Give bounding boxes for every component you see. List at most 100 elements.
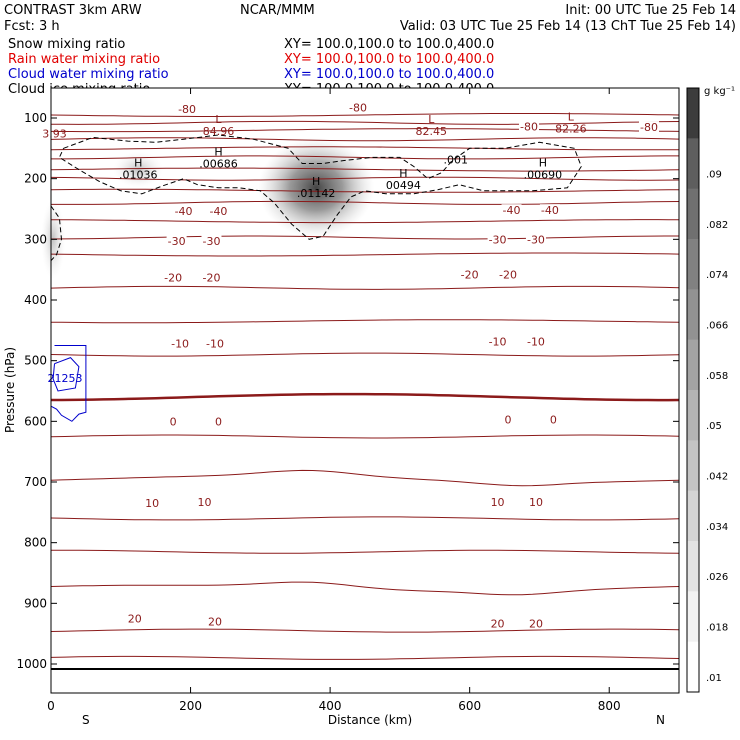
contour-label-bg xyxy=(194,496,215,509)
x-tick-label: 600 xyxy=(458,699,481,713)
contour-label-bg xyxy=(163,271,184,284)
colorbar-unit: g kg⁻¹ xyxy=(704,86,735,97)
contour-label: -10 xyxy=(171,338,189,351)
contour-label: -30 xyxy=(168,235,186,248)
contour-label: 0 xyxy=(215,415,222,428)
contour-label: -80 xyxy=(349,102,367,115)
contour-label-bg xyxy=(501,204,522,217)
colorbar-tick-label: .026 xyxy=(706,572,728,583)
contour-label-bg xyxy=(201,235,222,248)
contour-label: 20 xyxy=(128,613,142,626)
colorbar-tick-label: .034 xyxy=(706,522,728,533)
temperature-contour xyxy=(50,176,680,181)
contour-label-bg xyxy=(204,615,225,628)
extremum-marker: L xyxy=(428,113,435,126)
contour-label: -40 xyxy=(175,205,193,218)
contour-label-bg xyxy=(638,121,659,134)
contour-label: -30 xyxy=(203,235,221,248)
contour-label-bg xyxy=(498,268,519,281)
y-tick-label: 300 xyxy=(24,232,47,246)
cloud-ice-contour xyxy=(50,205,63,261)
colorbar-bin xyxy=(687,490,699,542)
contour-label: -40 xyxy=(503,204,521,217)
colorbar-bin xyxy=(687,88,699,139)
contour-label: -10 xyxy=(206,338,224,351)
colorbar-tick-label: .05 xyxy=(706,421,722,432)
axis-end-right: N xyxy=(656,713,665,727)
temperature-contour xyxy=(50,285,680,290)
contour-label-bg xyxy=(459,268,480,281)
extremum-marker: H xyxy=(134,157,142,170)
extremum-value: 84.96 xyxy=(203,125,235,138)
extremum-marker: L xyxy=(568,110,575,123)
field-name: Snow mixing ratio xyxy=(8,37,125,52)
contour-label-bg xyxy=(525,233,546,246)
extremum-marker: H xyxy=(399,167,407,180)
contour-label: 0 xyxy=(170,415,177,428)
colorbar-bin xyxy=(687,239,699,290)
contour-label: -80 xyxy=(520,120,538,133)
temperature-contour xyxy=(50,120,680,125)
axis-end-left: S xyxy=(82,713,90,727)
contour-label-bg xyxy=(163,415,184,428)
y-tick-label: 200 xyxy=(24,172,47,186)
chart-header: CONTRAST 3km ARW NCAR/MMM Init: 00 UTC T… xyxy=(4,3,736,97)
temperature-contour xyxy=(50,128,680,133)
temperature-contour xyxy=(50,434,680,439)
x-axis-label: Distance (km) xyxy=(328,713,412,727)
temperature-contour xyxy=(50,352,680,357)
contour-label: -10 xyxy=(527,335,545,348)
y-tick-label: 900 xyxy=(24,596,47,610)
y-axis-label: Pressure (hPa) xyxy=(3,347,17,433)
temperature-contour xyxy=(50,655,680,660)
contour-label-bg xyxy=(173,204,194,217)
contour-label-bg xyxy=(487,233,508,246)
title-right: Init: 00 UTC Tue 25 Feb 14 xyxy=(565,3,736,18)
contour-label: 20 xyxy=(491,617,505,630)
extremum-value: .001 xyxy=(443,153,468,166)
contour-label-bg xyxy=(124,612,145,625)
colorbar-bin xyxy=(687,641,699,693)
contour-label-bg xyxy=(543,413,564,426)
contour-label: 0 xyxy=(505,414,512,427)
contour-label: 10 xyxy=(145,497,159,510)
temperature-contour xyxy=(50,188,680,193)
contour-label: 10 xyxy=(198,496,212,509)
contour-label-bg xyxy=(498,413,519,426)
extremum-value: 21253 xyxy=(47,372,82,385)
valid-label: Valid: 03 UTC Tue 25 Feb 14 (13 ChT Tue … xyxy=(400,19,736,34)
temperature-contour xyxy=(51,392,680,402)
contour-label-bg xyxy=(487,335,508,348)
colorbar-tick-label: .01 xyxy=(706,673,722,684)
contour-label: -40 xyxy=(209,205,227,218)
y-tick-label: 800 xyxy=(24,536,47,550)
contour-label: 0 xyxy=(550,414,557,427)
contour-label: 10 xyxy=(529,496,543,509)
field-xy: XY= 100.0,100.0 to 100.0,400.0 xyxy=(284,37,494,52)
extremum-marker: H xyxy=(312,175,320,188)
temperature-contour xyxy=(50,113,680,117)
x-tick-label: 800 xyxy=(598,699,621,713)
extremum-value: 82.45 xyxy=(416,125,448,138)
contour-label: -20 xyxy=(203,272,221,285)
temperature-contour xyxy=(50,137,680,142)
colorbar-bin xyxy=(687,339,699,391)
x-tick-label: 400 xyxy=(319,699,342,713)
colorbar-bin xyxy=(687,138,699,190)
title-center: NCAR/MMM xyxy=(240,3,315,18)
extremum-value: 3.93 xyxy=(42,127,67,140)
field-name: Rain water mixing ratio xyxy=(8,52,160,67)
contour-label: 20 xyxy=(529,617,543,630)
contour-label: -10 xyxy=(489,335,507,348)
contour-label-bg xyxy=(539,204,560,217)
contour-label: 20 xyxy=(208,616,222,629)
y-tick-label: 600 xyxy=(24,414,47,428)
ice-maximum-shading xyxy=(258,137,375,238)
extremum-value: .00690 xyxy=(524,169,563,182)
contour-label-bg xyxy=(487,617,508,630)
temperature-contour xyxy=(51,219,679,224)
y-tick-label: 700 xyxy=(24,475,47,489)
contour-label: 10 xyxy=(491,496,505,509)
contour-label: -20 xyxy=(499,269,517,282)
